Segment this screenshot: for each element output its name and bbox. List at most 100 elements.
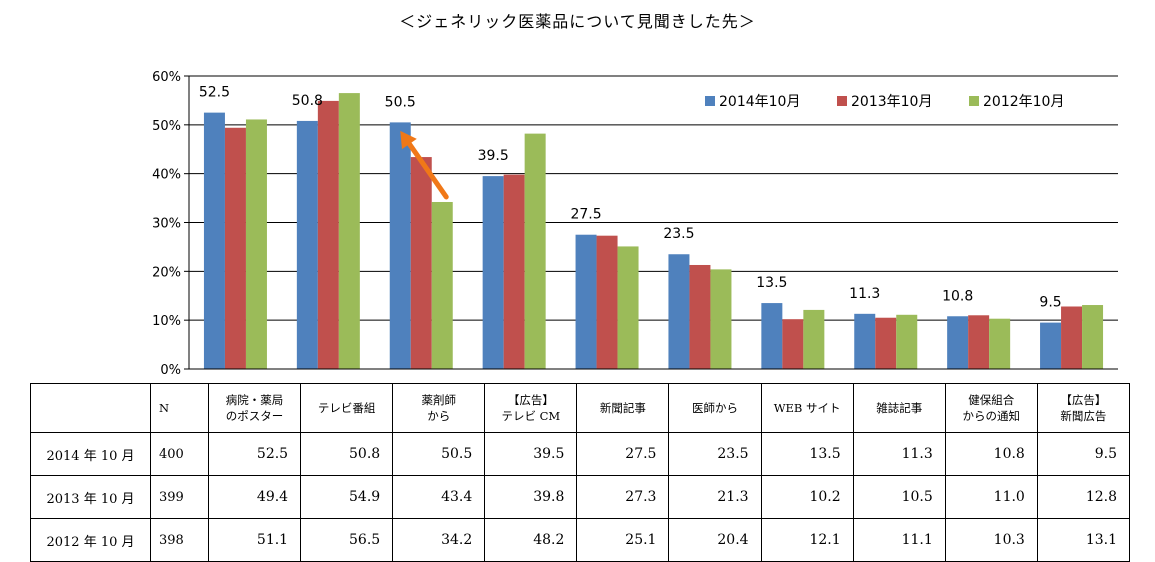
table-cell: 48.2 — [484, 518, 578, 562]
bar — [689, 264, 711, 369]
bar — [854, 313, 876, 369]
table-cell: 12.1 — [760, 518, 854, 562]
table-cell: 25.1 — [576, 518, 670, 562]
bar — [431, 201, 453, 369]
table-row: 2012 年 10 月 398 51.1 56.5 34.2 48.2 25.1 20.4 12… — [30, 518, 1131, 562]
table-cell: 11.3 — [852, 432, 946, 476]
bar — [782, 319, 804, 369]
arrow-shaft — [406, 141, 449, 200]
bar — [875, 317, 897, 369]
table-cell: 49.4 — [207, 475, 302, 519]
table-cell: 50.5 — [392, 432, 486, 476]
bar — [1082, 305, 1104, 369]
legend: 2014年10月 2013年10月 2012年10月 — [705, 94, 1064, 110]
data-label: 50.5 — [385, 94, 416, 110]
table-row: 2013 年 10 月 399 49.4 54.9 43.4 39.8 27.3 21.3 10… — [30, 475, 1131, 519]
table-cell: 11.1 — [852, 518, 946, 562]
sample-size: 399 — [150, 475, 209, 519]
data-label: 52.5 — [199, 85, 230, 101]
bar — [1040, 322, 1062, 369]
table-cell: 23.5 — [668, 432, 762, 476]
table-header-cell: 薬剤師 から — [392, 383, 486, 433]
table-header-cell: 健保組合 からの通知 — [944, 383, 1038, 433]
bar — [338, 93, 360, 369]
legend-swatch — [969, 96, 979, 106]
table-corner — [30, 383, 151, 433]
bars — [203, 93, 1104, 370]
table-header-cell: N — [150, 383, 209, 433]
table-cell: 10.8 — [944, 432, 1038, 476]
table-cell: 51.1 — [207, 518, 302, 562]
data-label: 23.5 — [663, 226, 694, 242]
bar — [482, 176, 504, 369]
legend-swatch — [837, 96, 847, 106]
data-table: N 病院・薬局 のポスター テレビ番組 薬剤師 から 【広告】 テレビ CM 新聞記事 医師から W… — [30, 383, 1131, 562]
data-labels: 52.5 50.8 50.5 39.5 27.5 23.5 13.5 11.3 10.8 9.5 — [199, 85, 1062, 311]
table-cell: 43.4 — [392, 475, 486, 519]
bar — [245, 119, 267, 369]
table-cell: 10.3 — [944, 518, 1038, 562]
table-cell: 50.8 — [300, 432, 394, 476]
table-cell: 34.2 — [392, 518, 486, 562]
bar — [317, 100, 339, 369]
legend-label: 2012年10月 — [983, 94, 1064, 110]
row-label: 2012 年 10 月 — [30, 518, 151, 562]
table-cell: 21.3 — [668, 475, 762, 519]
bar — [1061, 306, 1083, 369]
bar — [203, 112, 225, 369]
y-tick-label: 20% — [152, 265, 181, 280]
table-row: 2014 年 10 月 400 52.5 50.8 50.5 39.5 27.5 23.5 13… — [30, 432, 1131, 476]
y-tick-label: 0% — [160, 363, 181, 378]
bar — [410, 157, 432, 369]
y-tick-label: 60% — [152, 70, 181, 85]
data-label: 10.8 — [942, 288, 973, 304]
chart-title: ＜ジェネリック医薬品について見聞きした先＞ — [399, 12, 756, 31]
table-cell: 27.3 — [576, 475, 670, 519]
legend-label: 2014年10月 — [719, 94, 800, 110]
table-header-cell: テレビ番組 — [300, 383, 394, 433]
bar — [710, 269, 732, 369]
data-label: 13.5 — [756, 275, 787, 291]
y-tick-label: 50% — [152, 119, 181, 134]
table-cell: 11.0 — [944, 475, 1038, 519]
data-label: 39.5 — [478, 148, 509, 164]
table-header-cell: WEB サイト — [760, 383, 854, 433]
data-label: 9.5 — [1039, 295, 1061, 311]
bar — [803, 309, 825, 369]
bar — [896, 314, 918, 369]
table-cell: 9.5 — [1036, 432, 1131, 476]
y-tick-label: 30% — [152, 217, 181, 232]
y-axis: 0% 10% 20% 30% 40% 50% 60% — [152, 70, 1118, 378]
table-cell: 10.5 — [852, 475, 946, 519]
sample-size: 398 — [150, 518, 209, 562]
table-cell: 52.5 — [207, 432, 302, 476]
table-cell: 39.5 — [484, 432, 578, 476]
y-tick-label: 40% — [152, 168, 181, 183]
table-header-cell: 【広告】 テレビ CM — [484, 383, 578, 433]
table-cell: 13.5 — [760, 432, 854, 476]
row-label: 2013 年 10 月 — [30, 475, 151, 519]
table-cell: 56.5 — [300, 518, 394, 562]
y-tick-label: 10% — [152, 314, 181, 329]
table-cell: 13.1 — [1036, 518, 1131, 562]
data-label: 27.5 — [570, 207, 601, 223]
bar — [389, 122, 411, 370]
arrow-head — [400, 130, 417, 150]
bar — [575, 234, 597, 369]
bar — [617, 246, 639, 369]
row-label: 2014 年 10 月 — [30, 432, 151, 476]
bar — [947, 316, 969, 369]
bar — [524, 133, 546, 369]
legend-swatch — [705, 96, 715, 106]
table-cell: 54.9 — [300, 475, 394, 519]
table-header-cell: 雑誌記事 — [852, 383, 946, 433]
bar-chart: 52.550.8 50.539.527.523.513.511.3 10.8 9.5 … — [152, 70, 1118, 378]
table-header-row: N 病院・薬局 のポスター テレビ番組 薬剤師 から 【広告】 テレビ CM 新聞記事 医師から W… — [30, 383, 1131, 433]
table-cell: 27.5 — [576, 432, 670, 476]
sample-size: 400 — [150, 432, 209, 476]
table-cell: 10.2 — [760, 475, 854, 519]
bar — [503, 174, 525, 369]
bar — [989, 318, 1011, 369]
data-label: 11.3 — [849, 286, 880, 302]
bar — [296, 120, 318, 369]
